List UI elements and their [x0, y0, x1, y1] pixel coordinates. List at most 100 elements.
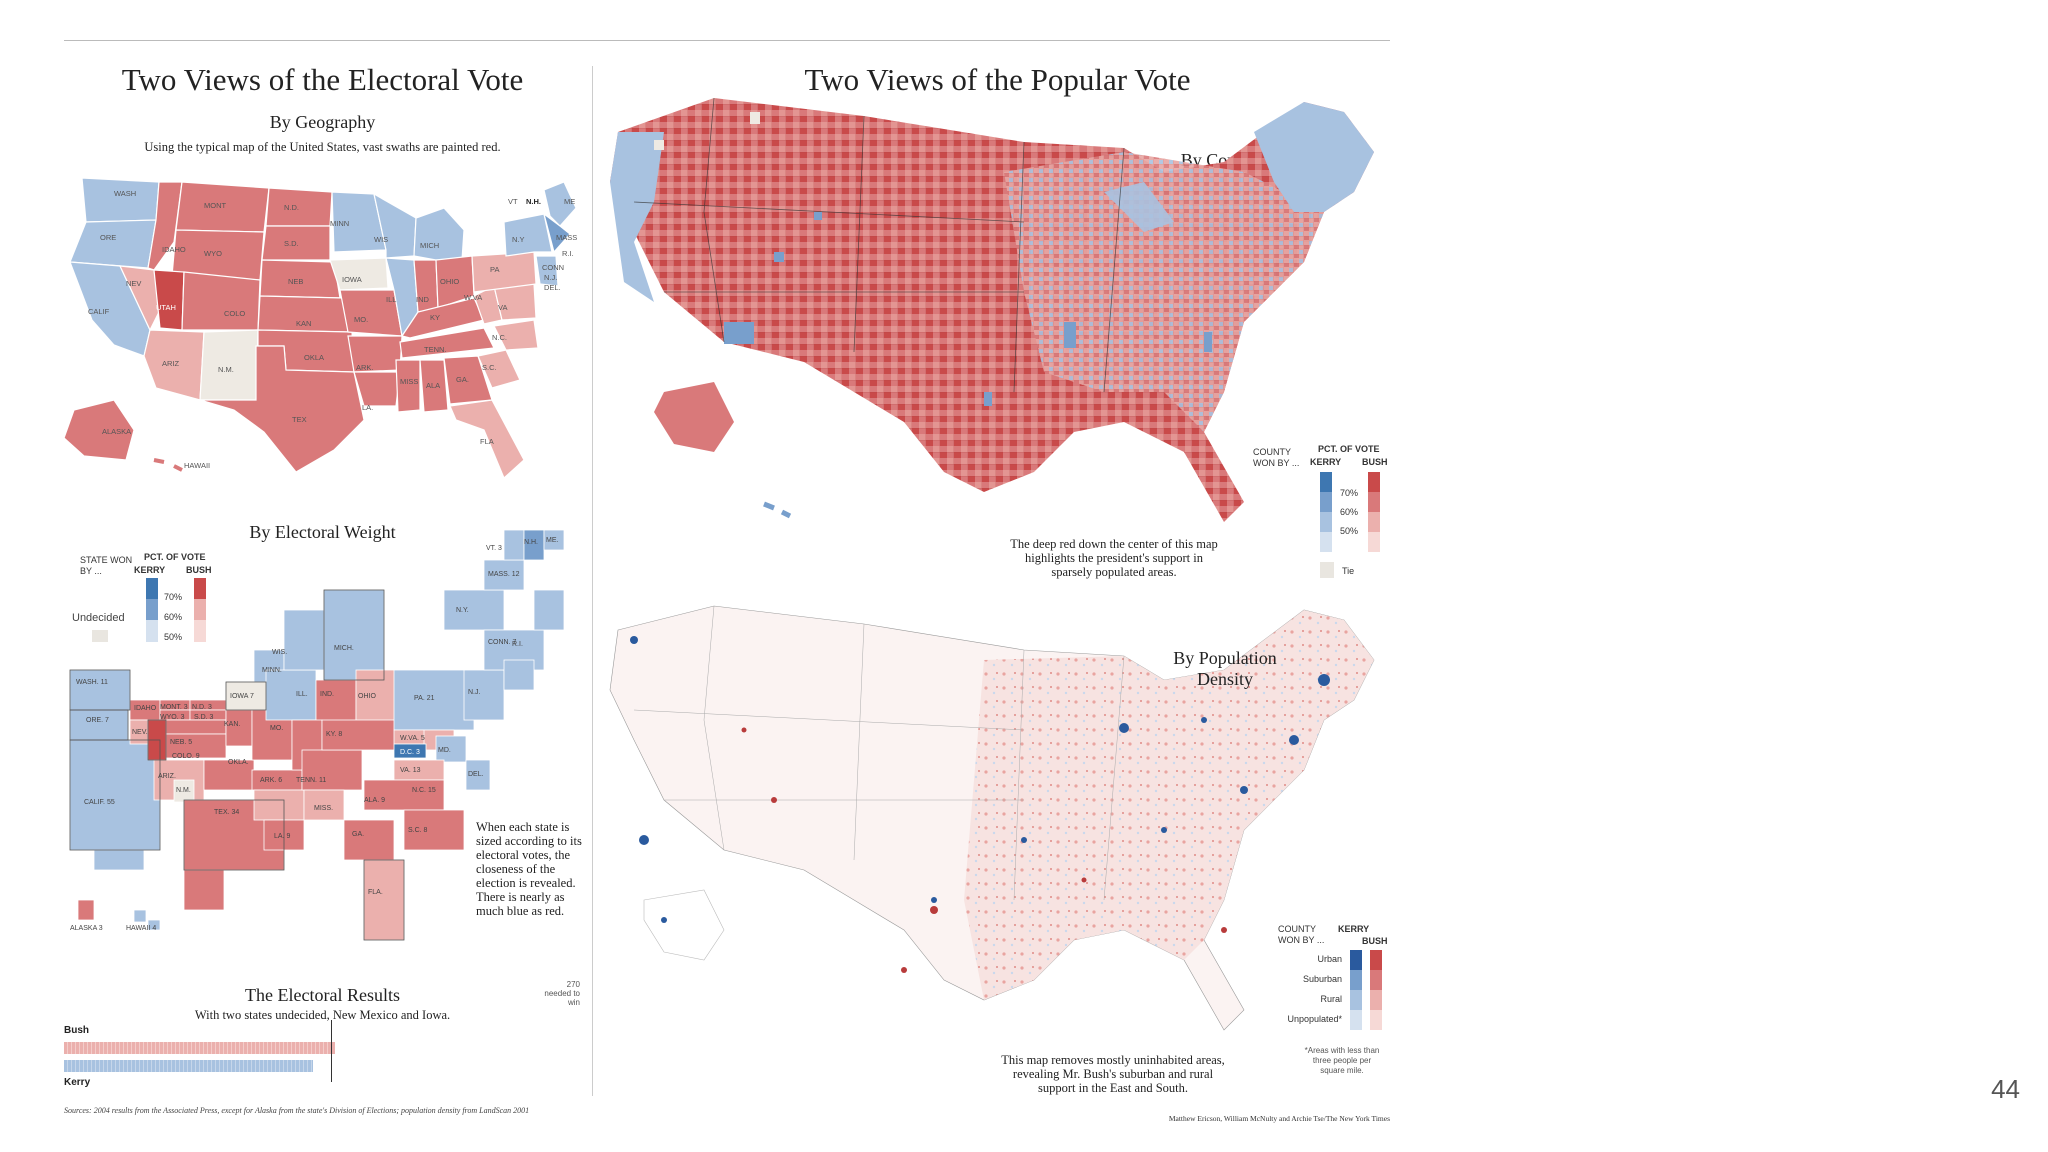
svg-text:MINN: MINN — [330, 219, 349, 228]
density-legend-kerry-swatch — [1350, 950, 1362, 1030]
svg-text:W.VA. 5: W.VA. 5 — [400, 735, 425, 742]
svg-text:TEX: TEX — [292, 415, 307, 424]
svg-text:W.VA: W.VA — [464, 293, 482, 302]
county-map — [610, 97, 1374, 522]
graphic-credit: Matthew Ericson, William McNulty and Arc… — [1168, 1114, 1390, 1123]
density-legend-suburban: Suburban — [1302, 974, 1342, 984]
svg-text:FLA.: FLA. — [368, 889, 383, 896]
weight-legend-level-60: 60% — [164, 612, 183, 622]
electoral-results-subtitle: With two states undecided, New Mexico an… — [194, 1008, 451, 1022]
density-legend-footnote: *Areas with less than three people per s… — [1304, 1046, 1380, 1075]
svg-text:DEL.: DEL. — [544, 283, 561, 292]
svg-text:ORE: ORE — [100, 233, 116, 242]
electoral-weight-subtitle: By Electoral Weight — [249, 522, 396, 542]
svg-text:LA. 9: LA. 9 — [274, 833, 290, 840]
svg-text:OHIO: OHIO — [440, 277, 459, 286]
svg-text:DEL.: DEL. — [468, 771, 484, 778]
svg-text:NEB. 5: NEB. 5 — [170, 739, 192, 746]
svg-text:ME.: ME. — [546, 537, 559, 544]
svg-text:MO.: MO. — [354, 315, 368, 324]
svg-text:CALIF: CALIF — [88, 307, 110, 316]
svg-text:TENN.: TENN. — [424, 345, 447, 354]
sources-note: Sources: 2004 results from the Associate… — [64, 1106, 530, 1115]
geography-subtitle: By Geography — [269, 112, 376, 132]
svg-text:N.Y.: N.Y. — [456, 607, 469, 614]
svg-text:N.H.: N.H. — [526, 197, 541, 206]
county-legend-tie: Tie — [1342, 566, 1355, 576]
kerry-label: Kerry — [64, 1077, 91, 1088]
svg-text:NEV.: NEV. — [132, 729, 148, 736]
svg-text:MO.: MO. — [270, 725, 283, 732]
weight-legend-level-50: 50% — [164, 632, 183, 642]
kerry-electoral-bar — [64, 1060, 313, 1072]
svg-text:KAN: KAN — [296, 319, 311, 328]
svg-text:ORE. 7: ORE. 7 — [86, 717, 109, 724]
svg-text:ILL.: ILL. — [296, 691, 308, 698]
svg-text:N.M.: N.M. — [176, 787, 191, 794]
needed-to-win-marker — [331, 1020, 332, 1082]
electoral-vote-title: Two Views of the Electoral Vote — [121, 62, 524, 97]
svg-text:MONT. 3: MONT. 3 — [160, 704, 188, 711]
svg-text:CALIF. 55: CALIF. 55 — [84, 799, 115, 806]
svg-text:VA. 13: VA. 13 — [400, 767, 421, 774]
svg-text:LA.: LA. — [362, 403, 373, 412]
svg-text:ILL: ILL — [386, 295, 396, 304]
weight-legend-bush-swatch — [194, 578, 206, 642]
slide-number: 44 — [1991, 1074, 2020, 1104]
svg-text:OKLA: OKLA — [304, 353, 324, 362]
svg-text:S.C. 8: S.C. 8 — [408, 827, 428, 834]
svg-text:ALA. 9: ALA. 9 — [364, 797, 385, 804]
svg-text:ARK.: ARK. — [356, 363, 374, 372]
svg-text:NEV: NEV — [126, 279, 141, 288]
weight-legend-kerry: KERRY — [134, 565, 166, 575]
svg-text:R.I.: R.I. — [512, 641, 523, 648]
svg-text:WYO. 3: WYO. 3 — [160, 714, 185, 721]
svg-text:N.Y: N.Y — [512, 235, 525, 244]
svg-text:MICH.: MICH. — [334, 645, 354, 652]
svg-text:N.H.: N.H. — [524, 539, 538, 546]
svg-text:VA: VA — [498, 303, 507, 312]
svg-text:IOWA 7: IOWA 7 — [230, 693, 254, 700]
top-rule — [64, 40, 1390, 41]
svg-text:UTAH: UTAH — [156, 303, 176, 312]
svg-text:N.J.: N.J. — [468, 689, 481, 696]
county-legend-level-60: 60% — [1340, 507, 1359, 517]
svg-text:IOWA: IOWA — [342, 275, 362, 284]
svg-text:S.C.: S.C. — [482, 363, 497, 372]
svg-text:MICH: MICH — [420, 241, 439, 250]
svg-text:IDAHO: IDAHO — [162, 245, 186, 254]
svg-text:MISS.: MISS. — [314, 805, 333, 812]
svg-text:COLO: COLO — [224, 309, 245, 318]
svg-text:S.D. 3: S.D. 3 — [194, 714, 214, 721]
geography-caption: Using the typical map of the United Stat… — [144, 140, 501, 154]
county-legend-pct: PCT. OF VOTE — [1318, 444, 1380, 454]
svg-text:N.J.: N.J. — [544, 273, 557, 282]
svg-text:MD.: MD. — [438, 747, 451, 754]
svg-text:GA.: GA. — [456, 375, 469, 384]
svg-text:KY: KY — [430, 313, 440, 322]
svg-text:ARIZ: ARIZ — [162, 359, 180, 368]
weight-legend-bush: BUSH — [186, 565, 212, 575]
weight-legend-kerry-swatch — [146, 578, 158, 642]
center-divider — [592, 66, 593, 1096]
bush-label: Bush — [64, 1025, 89, 1036]
svg-text:WIS.: WIS. — [272, 649, 287, 656]
density-legend-rural: Rural — [1320, 994, 1342, 1004]
bush-electoral-bar — [64, 1042, 335, 1054]
svg-text:CONN: CONN — [542, 263, 564, 272]
svg-text:OKLA.: OKLA. — [228, 759, 249, 766]
svg-text:N.M.: N.M. — [218, 365, 234, 374]
county-legend-level-50: 50% — [1340, 526, 1359, 536]
svg-text:ALASKA 3: ALASKA 3 — [70, 925, 103, 932]
svg-text:GA.: GA. — [352, 831, 364, 838]
county-legend-bush-swatch — [1368, 472, 1380, 552]
geography-map: WASH ORE CALIF IDAHO NEV MONT WYO UTAH ARIZ CO… — [64, 177, 577, 480]
county-legend-tie-swatch — [1320, 562, 1334, 578]
svg-text:N.C. 15: N.C. 15 — [412, 787, 436, 794]
svg-text:ARK. 6: ARK. 6 — [260, 777, 282, 784]
svg-text:HAWAII: HAWAII — [184, 461, 210, 470]
county-legend-level-70: 70% — [1340, 488, 1359, 498]
svg-text:VT. 3: VT. 3 — [486, 545, 502, 552]
svg-text:COLO. 9: COLO. 9 — [172, 753, 200, 760]
svg-text:WIS: WIS — [374, 235, 388, 244]
